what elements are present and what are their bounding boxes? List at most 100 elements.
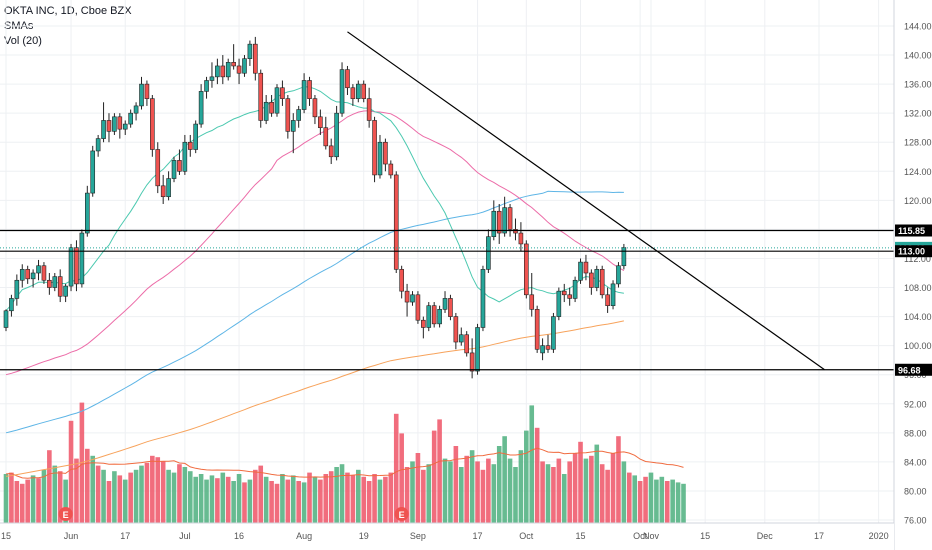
candle-body [52,276,58,288]
candle-body [193,123,198,150]
earnings-marker [58,507,73,521]
volume-bar [664,481,670,523]
candle-body [101,120,106,139]
time-tick-label: 15 [576,531,586,541]
volume-bar [274,483,280,523]
candle-body [540,345,545,354]
candle-body [25,269,30,280]
volume-bar [19,483,25,523]
volume-bar [437,419,442,523]
candle-body [117,116,123,130]
volume-bar [475,461,480,523]
volume-bar [551,467,556,523]
candle-body [599,269,605,296]
volume-bar [545,464,551,523]
volume-bar [377,479,383,523]
volume-bar [339,464,345,523]
volume-bar [383,476,388,523]
price-level-badge [895,245,932,258]
price-axis-bg [894,0,932,550]
candle-body [36,265,41,274]
candle-body [296,109,301,121]
candle-body [139,83,144,107]
volume-bar [513,467,518,523]
volume-bar [372,474,377,523]
price-tick-label: 140.00 [904,51,932,61]
volume-bar [307,472,312,523]
candle-body [464,334,470,354]
candle-body [561,290,567,296]
candle-body [572,279,578,299]
candle-body [355,83,361,99]
volume-bar [415,453,421,523]
price-tick-label: 132.00 [904,109,932,119]
price-level-text: 115.85 [898,226,925,236]
price-level-text: 113.00 [898,247,925,257]
candle-body [112,116,117,132]
volume-bar [133,469,139,523]
earnings-marker [394,507,409,521]
volume-bar [236,474,242,523]
volume-bar [95,465,101,523]
candle-body [431,305,437,325]
volume-bar [410,461,415,523]
earnings-marker-label: E [63,510,69,520]
volume-bar [171,472,177,523]
volume-bar [296,481,301,523]
volume-bar [30,475,36,523]
candle-body [551,316,556,350]
sma-200-line [5,320,624,477]
volume-bar [356,469,361,523]
candle-body [220,65,226,78]
volume-bar [117,475,123,523]
candle-body [393,174,399,270]
candle-body [274,87,280,114]
volume-bar [334,467,339,523]
candle-body [578,261,583,281]
price-tick-label: 76.00 [904,516,927,526]
volume-bar [144,462,150,523]
volume-bar [220,472,226,523]
volume-bar [247,479,253,523]
candle-body [41,265,47,281]
volume-bar [675,482,681,523]
legend-indicator-volume[interactable]: Vol (20) [4,35,42,47]
candle-body [366,98,372,121]
time-tick-label: 15 [700,531,710,541]
price-tick-label: 92.00 [904,399,927,409]
price-tick-label: 104.00 [904,312,932,322]
candle-body [85,192,90,234]
time-tick-label: 17 [120,531,130,541]
volume-bar [166,469,171,523]
volume-bar [572,453,578,523]
candle-body [198,91,204,125]
candle-body [204,80,209,92]
volume-bar [350,475,356,523]
volume-bar [442,458,448,523]
volume-bar [301,482,307,523]
time-tick-label: Jun [64,531,79,541]
volume-bar [258,465,264,523]
candle-body [30,272,36,280]
candle-body [323,127,329,147]
candle-body [610,283,616,306]
volume-bar [328,471,334,523]
volume-bar [112,471,117,523]
volume-bar [9,472,14,523]
volume-bar [106,481,112,523]
volume-bar [101,469,106,523]
volume-bar [47,450,52,523]
candle-body [312,98,318,118]
volume-bar [198,474,204,523]
volume-bar [242,482,247,523]
price-tick-label: 136.00 [904,80,932,90]
volume-bar [160,461,166,523]
candle-body [404,290,410,303]
volume-bar [496,446,502,523]
candle-body [442,298,448,310]
candle-body [63,285,68,297]
candle-body [318,116,323,129]
candle-body [480,269,486,328]
volume-bar [41,469,47,523]
